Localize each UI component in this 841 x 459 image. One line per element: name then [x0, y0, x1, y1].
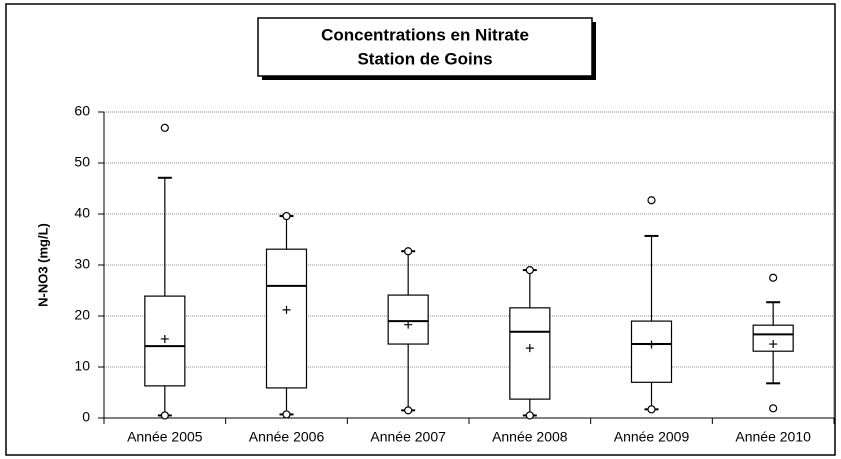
x-tick-label: Année 2008 — [492, 429, 568, 445]
box — [387, 294, 429, 345]
min-point — [647, 405, 656, 414]
box — [509, 307, 551, 400]
chart-title: Concentrations en Nitrate — [321, 25, 529, 44]
y-tick-label: 60 — [74, 103, 90, 119]
box — [265, 248, 308, 389]
y-tick-label: 20 — [74, 307, 90, 323]
mean-marker — [282, 305, 291, 314]
mean-marker — [769, 340, 778, 349]
x-tick-label: Année 2007 — [370, 429, 446, 445]
y-tick-label: 30 — [74, 256, 90, 272]
min-point — [160, 411, 169, 420]
max-point — [525, 266, 534, 275]
x-tick-label: Année 2005 — [127, 429, 203, 445]
min-point — [769, 404, 778, 413]
chart-subtitle: Station de Goins — [357, 49, 492, 68]
mean-marker — [525, 344, 534, 353]
y-tick-label: 0 — [82, 409, 90, 425]
mean-marker — [647, 340, 656, 349]
y-tick-label: 10 — [74, 358, 90, 374]
y-tick-label: 40 — [74, 205, 90, 221]
min-point — [282, 410, 291, 419]
max-point — [404, 247, 413, 256]
y-axis-label: N-NO3 (mg/L) — [35, 223, 50, 307]
title-box — [257, 17, 593, 77]
x-tick-label: Année 2009 — [614, 429, 690, 445]
min-point — [404, 406, 413, 415]
max-point — [160, 123, 169, 132]
x-tick-label: Année 2006 — [249, 429, 325, 445]
mean-marker — [160, 334, 169, 343]
max-point — [647, 196, 656, 205]
max-point — [769, 273, 778, 282]
max-point — [282, 211, 291, 221]
mean-marker — [404, 320, 413, 329]
y-tick-label: 50 — [74, 154, 90, 170]
x-tick-label: Année 2010 — [735, 429, 811, 445]
min-point — [525, 411, 534, 420]
box — [630, 320, 673, 383]
